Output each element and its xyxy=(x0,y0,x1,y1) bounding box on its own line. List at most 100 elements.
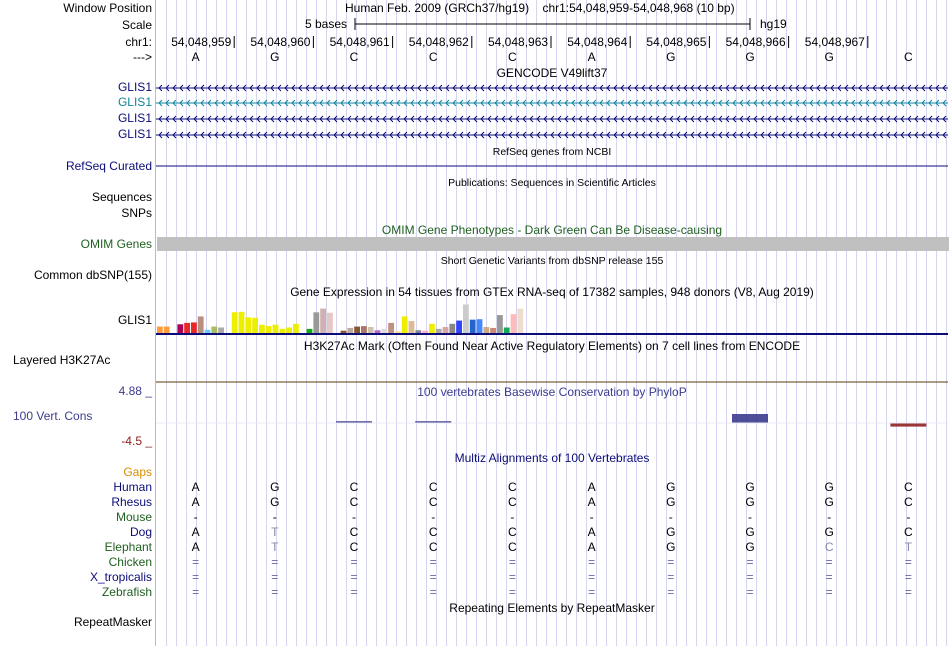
alignment-base: = xyxy=(508,585,516,599)
ruler-base: G xyxy=(745,50,755,64)
gridline xyxy=(616,0,617,646)
phylop-track-label[interactable]: 100 Vert. Cons xyxy=(13,409,93,423)
gtex-tissue-bar xyxy=(286,327,292,333)
alignment-base: G xyxy=(666,480,676,494)
alignment-base: T xyxy=(904,540,913,554)
alignment-base: = xyxy=(904,585,912,599)
alignment-base: = xyxy=(825,555,833,569)
alignment-base: C xyxy=(508,495,517,509)
gencode-track-label: GLIS1 xyxy=(117,95,152,109)
gridline xyxy=(426,0,427,646)
alignment-base: = xyxy=(746,585,754,599)
gtex-tissue-bar xyxy=(442,327,449,333)
alignment-base: G xyxy=(745,495,755,509)
gencode-track-label: GLIS1 xyxy=(117,127,152,141)
gridline xyxy=(306,0,307,646)
alignment-base: = xyxy=(271,585,279,599)
alignment-base: G xyxy=(824,495,834,509)
gridline xyxy=(866,0,867,646)
gencode-strand-arrows xyxy=(158,99,947,107)
gridline xyxy=(806,0,807,646)
alignment-base: A xyxy=(191,495,200,509)
alignment-base: = xyxy=(429,570,437,584)
gridline xyxy=(206,0,207,646)
gencode-track-label: GLIS1 xyxy=(117,111,152,125)
gtex-tissue-bar xyxy=(517,308,524,333)
alignment-base: - xyxy=(352,510,356,524)
gtex-tissue-bar xyxy=(191,322,197,333)
alignment-base: = xyxy=(825,570,833,584)
gridline xyxy=(446,0,447,646)
gridline xyxy=(946,0,947,646)
gridline xyxy=(826,0,827,646)
gtex-tissue-bar xyxy=(218,327,224,333)
gridline xyxy=(386,0,387,646)
gridline xyxy=(356,0,357,646)
gtex-tissue-bar xyxy=(429,323,435,333)
gtex-tissue-bar xyxy=(163,326,170,333)
species-label: Mouse xyxy=(115,510,152,524)
window-position-label: Window Position xyxy=(63,1,152,15)
alignment-base: = xyxy=(746,555,754,569)
alignment-base: G xyxy=(666,495,676,509)
species-label: Zebrafish xyxy=(101,585,152,599)
gtex-tissue-bar xyxy=(184,322,190,333)
alignment-base: A xyxy=(587,495,596,509)
gridline xyxy=(396,0,397,646)
alignment-base: C xyxy=(428,480,438,494)
alignment-base: = xyxy=(904,570,912,584)
species-label: Chicken xyxy=(108,555,152,569)
gtex-tissue-bar xyxy=(367,327,374,333)
dbsnp-title: Short Genetic Variants from dbSNP releas… xyxy=(440,255,664,267)
gtex-tissue-bar xyxy=(361,326,367,333)
gridline xyxy=(846,0,847,646)
snps-track-label[interactable]: SNPs xyxy=(121,206,152,220)
publications-track-label[interactable]: Sequences xyxy=(91,190,152,204)
ruler-position: 54,048,961 xyxy=(329,35,390,49)
ruler-base: G xyxy=(666,50,676,64)
gtex-tissue-bar xyxy=(497,315,503,333)
alignment-base: C xyxy=(904,525,913,539)
gtex-tissue-bar xyxy=(306,328,313,333)
alignment-base: - xyxy=(193,510,198,524)
refseq-track-label[interactable]: RefSeq Curated xyxy=(65,159,152,173)
alignment-base: C xyxy=(824,540,834,554)
h3k27ac-track-label[interactable]: Layered H3K27Ac xyxy=(13,353,111,367)
gridline xyxy=(626,0,627,646)
alignment-base: G xyxy=(666,525,676,539)
gridline xyxy=(556,0,557,646)
alignment-base: G xyxy=(824,525,834,539)
species-label: Dog xyxy=(129,525,152,539)
omim-track-label[interactable]: OMIM Genes xyxy=(80,237,152,251)
gridline xyxy=(276,0,277,646)
phylop-score-bar xyxy=(890,423,927,427)
gtex-tissue-bar xyxy=(422,330,428,333)
gtex-tissue-bar xyxy=(510,314,517,333)
alignment-base: = xyxy=(588,555,596,569)
gtex-tissue-bar xyxy=(252,317,258,333)
repeatmasker-track-label[interactable]: RepeatMasker xyxy=(73,615,152,629)
alignment-base: G xyxy=(270,495,280,509)
gtex-tissue-bar xyxy=(245,317,252,333)
gridline xyxy=(416,0,417,646)
alignment-base: G xyxy=(745,525,755,539)
gtex-tissue-bar xyxy=(381,328,388,333)
gtex-tissue-bar xyxy=(320,308,326,333)
alignment-base: C xyxy=(349,495,359,509)
gtex-track-label[interactable]: GLIS1 xyxy=(117,313,152,327)
gridline xyxy=(816,0,817,646)
alignment-base: = xyxy=(192,585,200,599)
ruler-position: 54,048,966 xyxy=(725,35,786,49)
ruler-position: 54,048,962 xyxy=(408,35,469,49)
ruler-base: C xyxy=(904,50,913,64)
scale-label: Scale xyxy=(121,18,152,32)
gridline xyxy=(656,0,657,646)
gridline xyxy=(876,0,877,646)
ruler-position: 54,048,965 xyxy=(646,35,707,49)
species-label: Rhesus xyxy=(111,495,152,509)
gtex-tissue-bar xyxy=(313,312,320,333)
gencode-strand-arrows xyxy=(158,84,947,92)
dbsnp-track-label[interactable]: Common dbSNP(155) xyxy=(33,268,152,282)
ruler-base: C xyxy=(428,50,438,64)
